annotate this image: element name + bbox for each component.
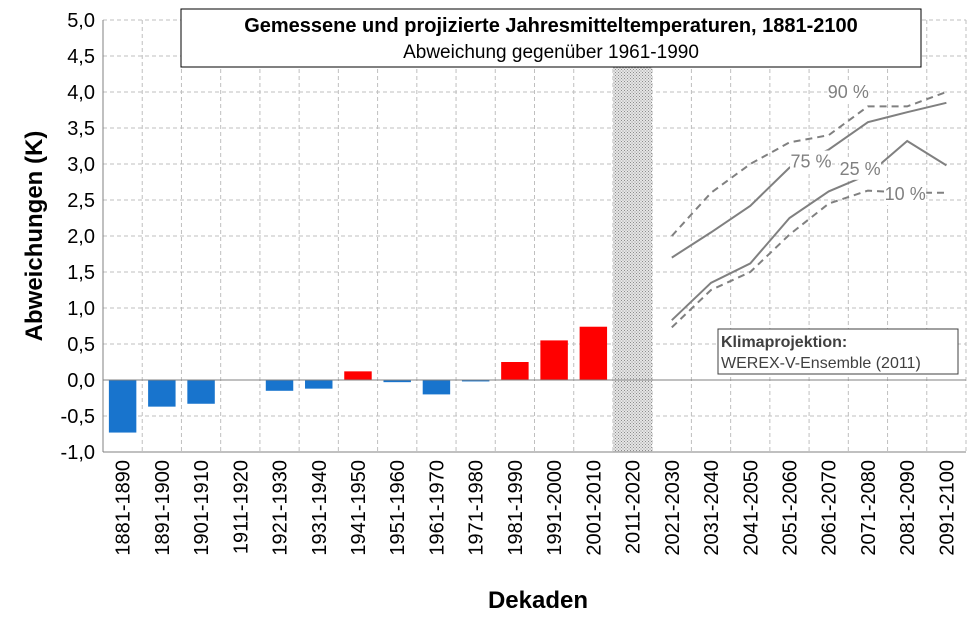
bar-1941-1950 [344, 371, 372, 380]
y-tick-label: 2,0 [67, 226, 95, 248]
bar-1981-1990 [501, 362, 529, 380]
x-tick-label: 2091-2100 [936, 460, 958, 556]
projection-label-25: 25 % [840, 159, 881, 179]
x-tick-label: 1931-1940 [309, 460, 331, 556]
y-tick-label: 2,5 [67, 190, 95, 212]
x-tick-label: 1991-2000 [544, 460, 566, 556]
y-tick-label: 1,5 [67, 262, 95, 284]
annotation-text: WEREX-V-Ensemble (2011) [721, 355, 921, 372]
bar-1931-1940 [305, 380, 333, 389]
y-tick-label: 0,5 [67, 334, 95, 356]
label-bg [790, 150, 833, 173]
x-tick-label: 2061-2070 [819, 460, 841, 556]
label-bg [827, 80, 870, 103]
y-tick-label: 5,0 [67, 10, 95, 32]
x-tick-label: 1881-1890 [113, 460, 135, 556]
annotation-title: Klimaprojektion: [721, 334, 847, 351]
chart-title: Gemessene und projizierte Jahresmittelte… [244, 15, 858, 37]
y-tick-label: -1,0 [61, 442, 95, 464]
bar-1971-1980 [461, 380, 490, 382]
x-tick-label: 1971-1980 [466, 460, 488, 556]
x-tick-label: 1961-1970 [426, 460, 448, 556]
y-tick-label: 4,0 [67, 82, 95, 104]
y-tick-label: -0,5 [61, 406, 95, 428]
projection-line-10 [671, 189, 947, 329]
y-tick-label: 3,5 [67, 118, 95, 140]
x-tick-label: 1911-1920 [230, 460, 252, 554]
bar-1881-1890 [108, 380, 137, 433]
bar-1891-1900 [148, 380, 176, 407]
bar-1991-2000 [540, 340, 568, 380]
x-axis-label: Dekaden [488, 587, 588, 614]
label-bg [839, 157, 882, 180]
projection-labels: 90 % 75 % 25 %10 % [790, 80, 927, 205]
annotation-box: Klimaprojektion: WEREX-V-Ensemble (2011) [717, 328, 959, 375]
x-tick-labels: 1881-1890 1891-1900 1901-1910 1911-1920 1921… [113, 460, 959, 556]
projection-label-10: 10 % [885, 184, 926, 204]
x-tick-label: 2041-2050 [740, 460, 762, 556]
projection-line-90 [671, 91, 947, 237]
bar-2001-2010 [579, 326, 608, 380]
x-tick-label: 2011-2020 [623, 460, 645, 554]
measured-bars [108, 326, 608, 433]
y-tick-label: 1,0 [67, 298, 95, 320]
chart-subtitle: Abweichung gegenüber 1961-1990 [403, 42, 699, 63]
bar-1961-1970 [422, 380, 451, 395]
y-tick-label: 3,0 [67, 154, 95, 176]
gap-hatch [612, 20, 653, 452]
x-tick-label: 2081-2090 [897, 460, 919, 556]
label-bg [884, 183, 927, 205]
x-tick-label: 2031-2040 [701, 460, 723, 556]
y-tick-label: 4,5 [67, 46, 95, 68]
x-tick-label: 1941-1950 [348, 460, 370, 556]
x-tick-label: 2071-2080 [858, 460, 880, 556]
bar-1901-1910 [187, 380, 215, 404]
x-tick-label: 1891-1900 [152, 460, 174, 556]
x-tick-label: 1901-1910 [191, 460, 213, 556]
x-tick-label: 1921-1930 [270, 460, 292, 556]
x-tick-label: 2051-2060 [779, 460, 801, 556]
axes [102, 20, 966, 453]
y-axis-label: Abweichungen (K) [21, 131, 48, 342]
y-tick-label: 0,0 [67, 370, 95, 392]
x-tick-label: 2021-2030 [662, 460, 684, 556]
x-tick-label: 1951-1960 [387, 460, 409, 556]
x-tick-label: 2001-2010 [583, 460, 605, 556]
y-tick-labels: -1,0 -0,5 0,0 0,5 1,0 1,5 2,0 2,5 3,0 3,5 4,0 4,5 5,… [61, 10, 95, 464]
projection-label-75: 75 % [791, 152, 832, 172]
bar-1951-1960 [383, 380, 411, 383]
x-tick-label: 1981-1990 [505, 460, 527, 556]
projection-line-25 [671, 139, 947, 321]
bar-1921-1930 [265, 380, 294, 391]
title-box: Gemessene und projizierte Jahresmittelte… [180, 8, 922, 68]
gap-region [612, 20, 653, 452]
projection-label-90: 90 % [828, 82, 869, 102]
